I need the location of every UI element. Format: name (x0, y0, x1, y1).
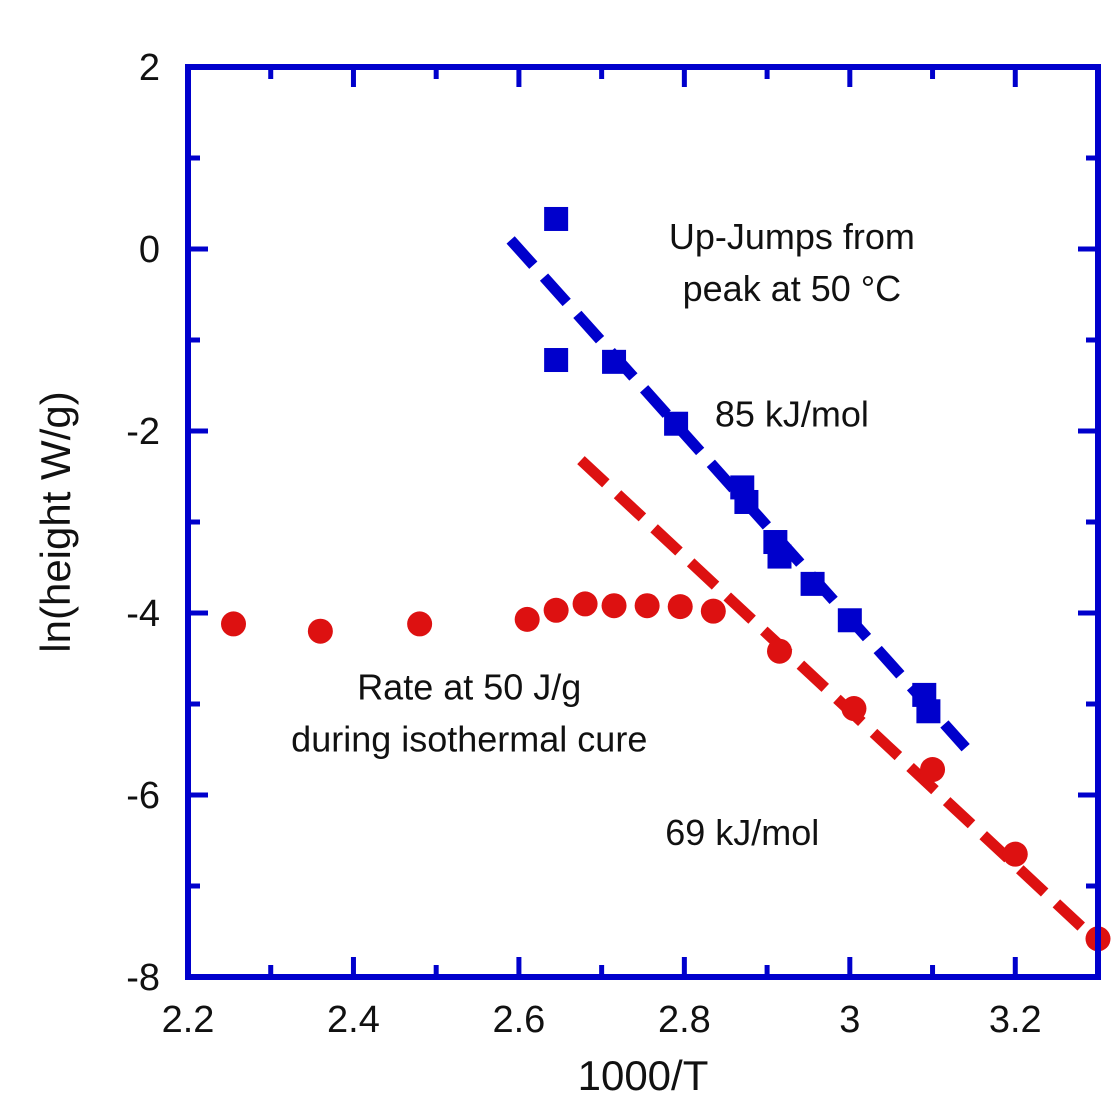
y-tick-label: -6 (126, 775, 160, 817)
y-tick-label: 0 (139, 229, 160, 271)
circle-point (307, 618, 333, 644)
x-tick-label: 3.2 (989, 999, 1042, 1041)
fit-line (577, 456, 1106, 951)
circle-point (221, 611, 246, 637)
circle-point (1002, 841, 1028, 867)
x-tick-label: 2.6 (492, 999, 545, 1041)
circle-point (601, 593, 627, 619)
circle-point (667, 594, 693, 620)
square-point (544, 348, 569, 373)
circle-point (634, 593, 660, 619)
x-axis-title: 1000/T (578, 1052, 709, 1099)
axis-ticks (185, 64, 1101, 980)
annotation-line: Rate at 50 J/g (357, 666, 581, 707)
y-tick-label: -8 (126, 957, 160, 999)
y-axis-title: ln(height W/g) (32, 391, 79, 652)
square-point (734, 489, 759, 514)
annotation: Up-Jumps from peak at 50 °C (669, 216, 915, 309)
circle-point (514, 606, 540, 632)
annotation: Rate at 50 J/g during isothermal cure (291, 666, 647, 759)
square-point (602, 349, 627, 374)
circle-point (700, 598, 726, 624)
annotation-line: during isothermal cure (291, 718, 647, 759)
x-tick-label: 2.4 (327, 999, 380, 1041)
annotation-line: 85 kJ/mol (715, 393, 869, 434)
x-tick-label: 2.8 (658, 999, 711, 1041)
annotation: 69 kJ/mol (665, 812, 819, 853)
fit-lines (506, 236, 1106, 951)
circle-point (572, 591, 598, 617)
square-point (837, 608, 862, 633)
annotation: 85 kJ/mol (715, 393, 869, 434)
square-point (664, 411, 689, 436)
x-tick-label: 3 (839, 999, 860, 1041)
circle-point (841, 696, 867, 722)
circle-point (543, 597, 569, 623)
y-tick-label: 2 (139, 47, 160, 89)
circle-point (407, 611, 433, 637)
data-points (221, 206, 1111, 952)
circle-point (767, 638, 792, 664)
circle-point (920, 757, 946, 783)
annotations: Up-Jumps from peak at 50 °C 85 kJ/mol Rate … (291, 216, 915, 853)
annotation-line: peak at 50 °C (683, 268, 902, 309)
x-tick-label: 2.2 (162, 999, 215, 1041)
tick-labels: 2.2 2.4 2.6 2.8 3 3.2 -8 -6 -4 -2 0 2 (126, 47, 1041, 1041)
square-point (544, 206, 569, 231)
square-point (800, 571, 825, 596)
square-point (767, 544, 792, 569)
plot-frame (185, 64, 1101, 980)
square-point (916, 699, 941, 724)
y-tick-label: -2 (126, 411, 160, 453)
annotation-line: 69 kJ/mol (665, 812, 819, 853)
fit-line (506, 236, 970, 752)
y-tick-label: -4 (126, 593, 160, 635)
annotation-line: Up-Jumps from (669, 216, 915, 257)
